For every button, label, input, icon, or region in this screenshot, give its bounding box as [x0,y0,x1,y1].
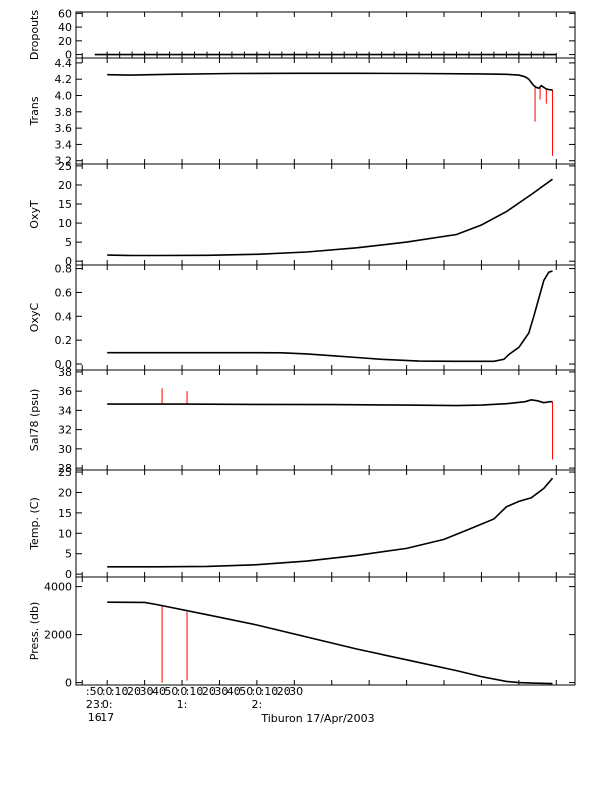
chart-panels: 6040200Dropouts4.44.24.03.83.63.43.2Tran… [28,7,576,690]
y-tick-label: 38 [58,366,72,379]
x-tick-label: :40 [223,685,241,698]
x-tick-label: :50 [236,685,254,698]
x-tick-label: :30 [136,685,154,698]
y-tick-label: 15 [58,198,72,211]
y-tick-label: 20 [58,35,72,48]
y-tick-label: 3.2 [55,155,73,168]
y-tick-label: 25 [58,466,72,479]
x-tick-label: :20 [123,685,141,698]
y-tick-label: 3.6 [55,122,73,135]
y-tick-label: 0.4 [55,310,73,323]
y-tick-label: 0 [65,49,72,62]
x-tick-label: :20 [273,685,291,698]
y-tick-label: 0.8 [55,263,73,276]
y-axis-label: OxyC [28,303,41,333]
data-series-line [107,601,553,685]
panel-frame [75,11,576,59]
x-tick-label: :10 [186,685,204,698]
y-tick-label: 3.8 [55,106,73,119]
panel-3: 25 20 15 10 5 0 OxyT [28,160,576,268]
data-series-line [107,72,553,91]
y-tick-label: 0 [65,255,72,268]
y-tick-label: 10 [58,527,72,540]
x-tick-label: :50 [161,685,179,698]
hour-label: 23: [86,698,104,711]
y-tick-label: 34 [58,404,72,417]
y-tick-label: 30 [58,443,72,456]
y-tick-label: 4000 [44,581,72,594]
panel-4: 0.8 0.6 0.4 0.2 0.0 OxyC [28,263,576,371]
data-series-line [107,477,554,568]
y-tick-label: 25 [58,160,72,173]
y-axis-label: Press. (db) [28,602,41,661]
x-tick-label: :0 [252,685,263,698]
panel-frame [75,264,576,371]
x-tick-label: :30 [285,685,303,698]
y-tick-label: 4.4 [55,57,73,70]
panel-frame [75,576,576,686]
x-tick-label: :0 [177,685,188,698]
y-tick-label: 4.2 [55,73,73,86]
y-tick-label: 0.6 [55,286,73,299]
y-tick-label: 36 [58,385,72,398]
y-tick-label: 0 [65,677,72,690]
y-tick-label: 0.2 [55,334,73,347]
y-axis-label: Trans [28,96,41,126]
hour-label: 2: [252,698,263,711]
y-tick-label: 32 [58,424,72,437]
x-tick-label: :10 [111,685,129,698]
panel-2: 4.4 4.2 4.0 3.8 3.6 3.4 3.2 Trans [28,57,576,168]
y-axis-label: Temp. (C) [28,497,41,551]
panel-6: 25 20 15 10 5 0 Temp. (C) [28,466,576,581]
y-tick-label: 60 [58,7,72,20]
y-tick-label: 2000 [44,629,72,642]
hour-label: 0: [102,698,113,711]
y-axis-label: OxyT [28,200,41,229]
y-axis-label: Sal78 (psu) [28,389,41,452]
x-tick-label: :40 [148,685,166,698]
panel-7: 4000 2000 0 Press. (db) [28,576,576,690]
panel-5: 38 36 34 32 30 28 Sal78 (psu) [28,366,576,475]
day-label: 16 [88,711,102,724]
y-tick-label: 0 [65,568,72,581]
hour-label: 1: [177,698,188,711]
data-series-line [107,398,553,407]
y-tick-label: 5 [65,236,72,249]
y-tick-label: 15 [58,507,72,520]
data-series-line [107,178,553,257]
y-tick-label: 4.0 [55,90,73,103]
panel-frame [75,369,576,471]
x-tick-label: :10 [261,685,279,698]
y-tick-label: 5 [65,548,72,561]
y-tick-label: 28 [58,462,72,475]
data-series-line [107,270,553,363]
y-tick-label: 20 [58,179,72,192]
y-tick-label: 10 [58,217,72,230]
day-label: 17 [100,711,114,724]
x-tick-label: :20 [198,685,216,698]
x-tick-label: :0 [102,685,113,698]
x-tick-label: :30 [211,685,229,698]
y-axis-label: Dropouts [28,10,41,60]
x-tick-label: :50 [86,685,104,698]
y-tick-label: 3.4 [55,138,73,151]
y-tick-label: 0.0 [55,358,73,371]
panel-frame [75,469,576,578]
y-tick-label: 40 [58,21,72,34]
y-tick-label: 20 [58,486,72,499]
footer-caption: Tiburon 17/Apr/2003 [260,712,374,725]
time-axis: :50:0:10:20:30:40:50:0:10:20:30:40:50:0:… [86,685,303,724]
